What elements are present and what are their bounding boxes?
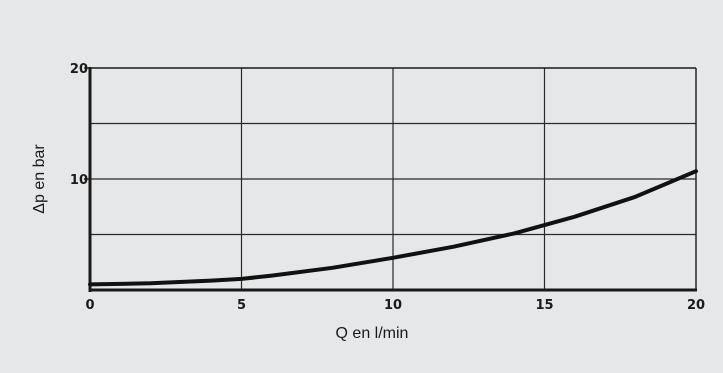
tick-labels: 0 5 10 15 20 10 20 [70, 62, 705, 313]
series-group [88, 169, 698, 287]
x-tick-label: 10 [384, 298, 402, 313]
x-tick-label: 15 [535, 298, 553, 313]
x-tick-label: 5 [237, 298, 246, 313]
grid-lines [90, 68, 696, 290]
axes [84, 67, 697, 292]
y-tick-label: 20 [70, 62, 88, 77]
x-tick-label: 0 [85, 298, 94, 313]
y-axis-label: Δp en bar [31, 144, 48, 214]
pressure-flow-curve [88, 169, 698, 287]
x-axis-label: Q en l/min [336, 325, 409, 342]
y-tick-label: 10 [70, 173, 88, 188]
x-tick-label: 20 [687, 298, 705, 313]
